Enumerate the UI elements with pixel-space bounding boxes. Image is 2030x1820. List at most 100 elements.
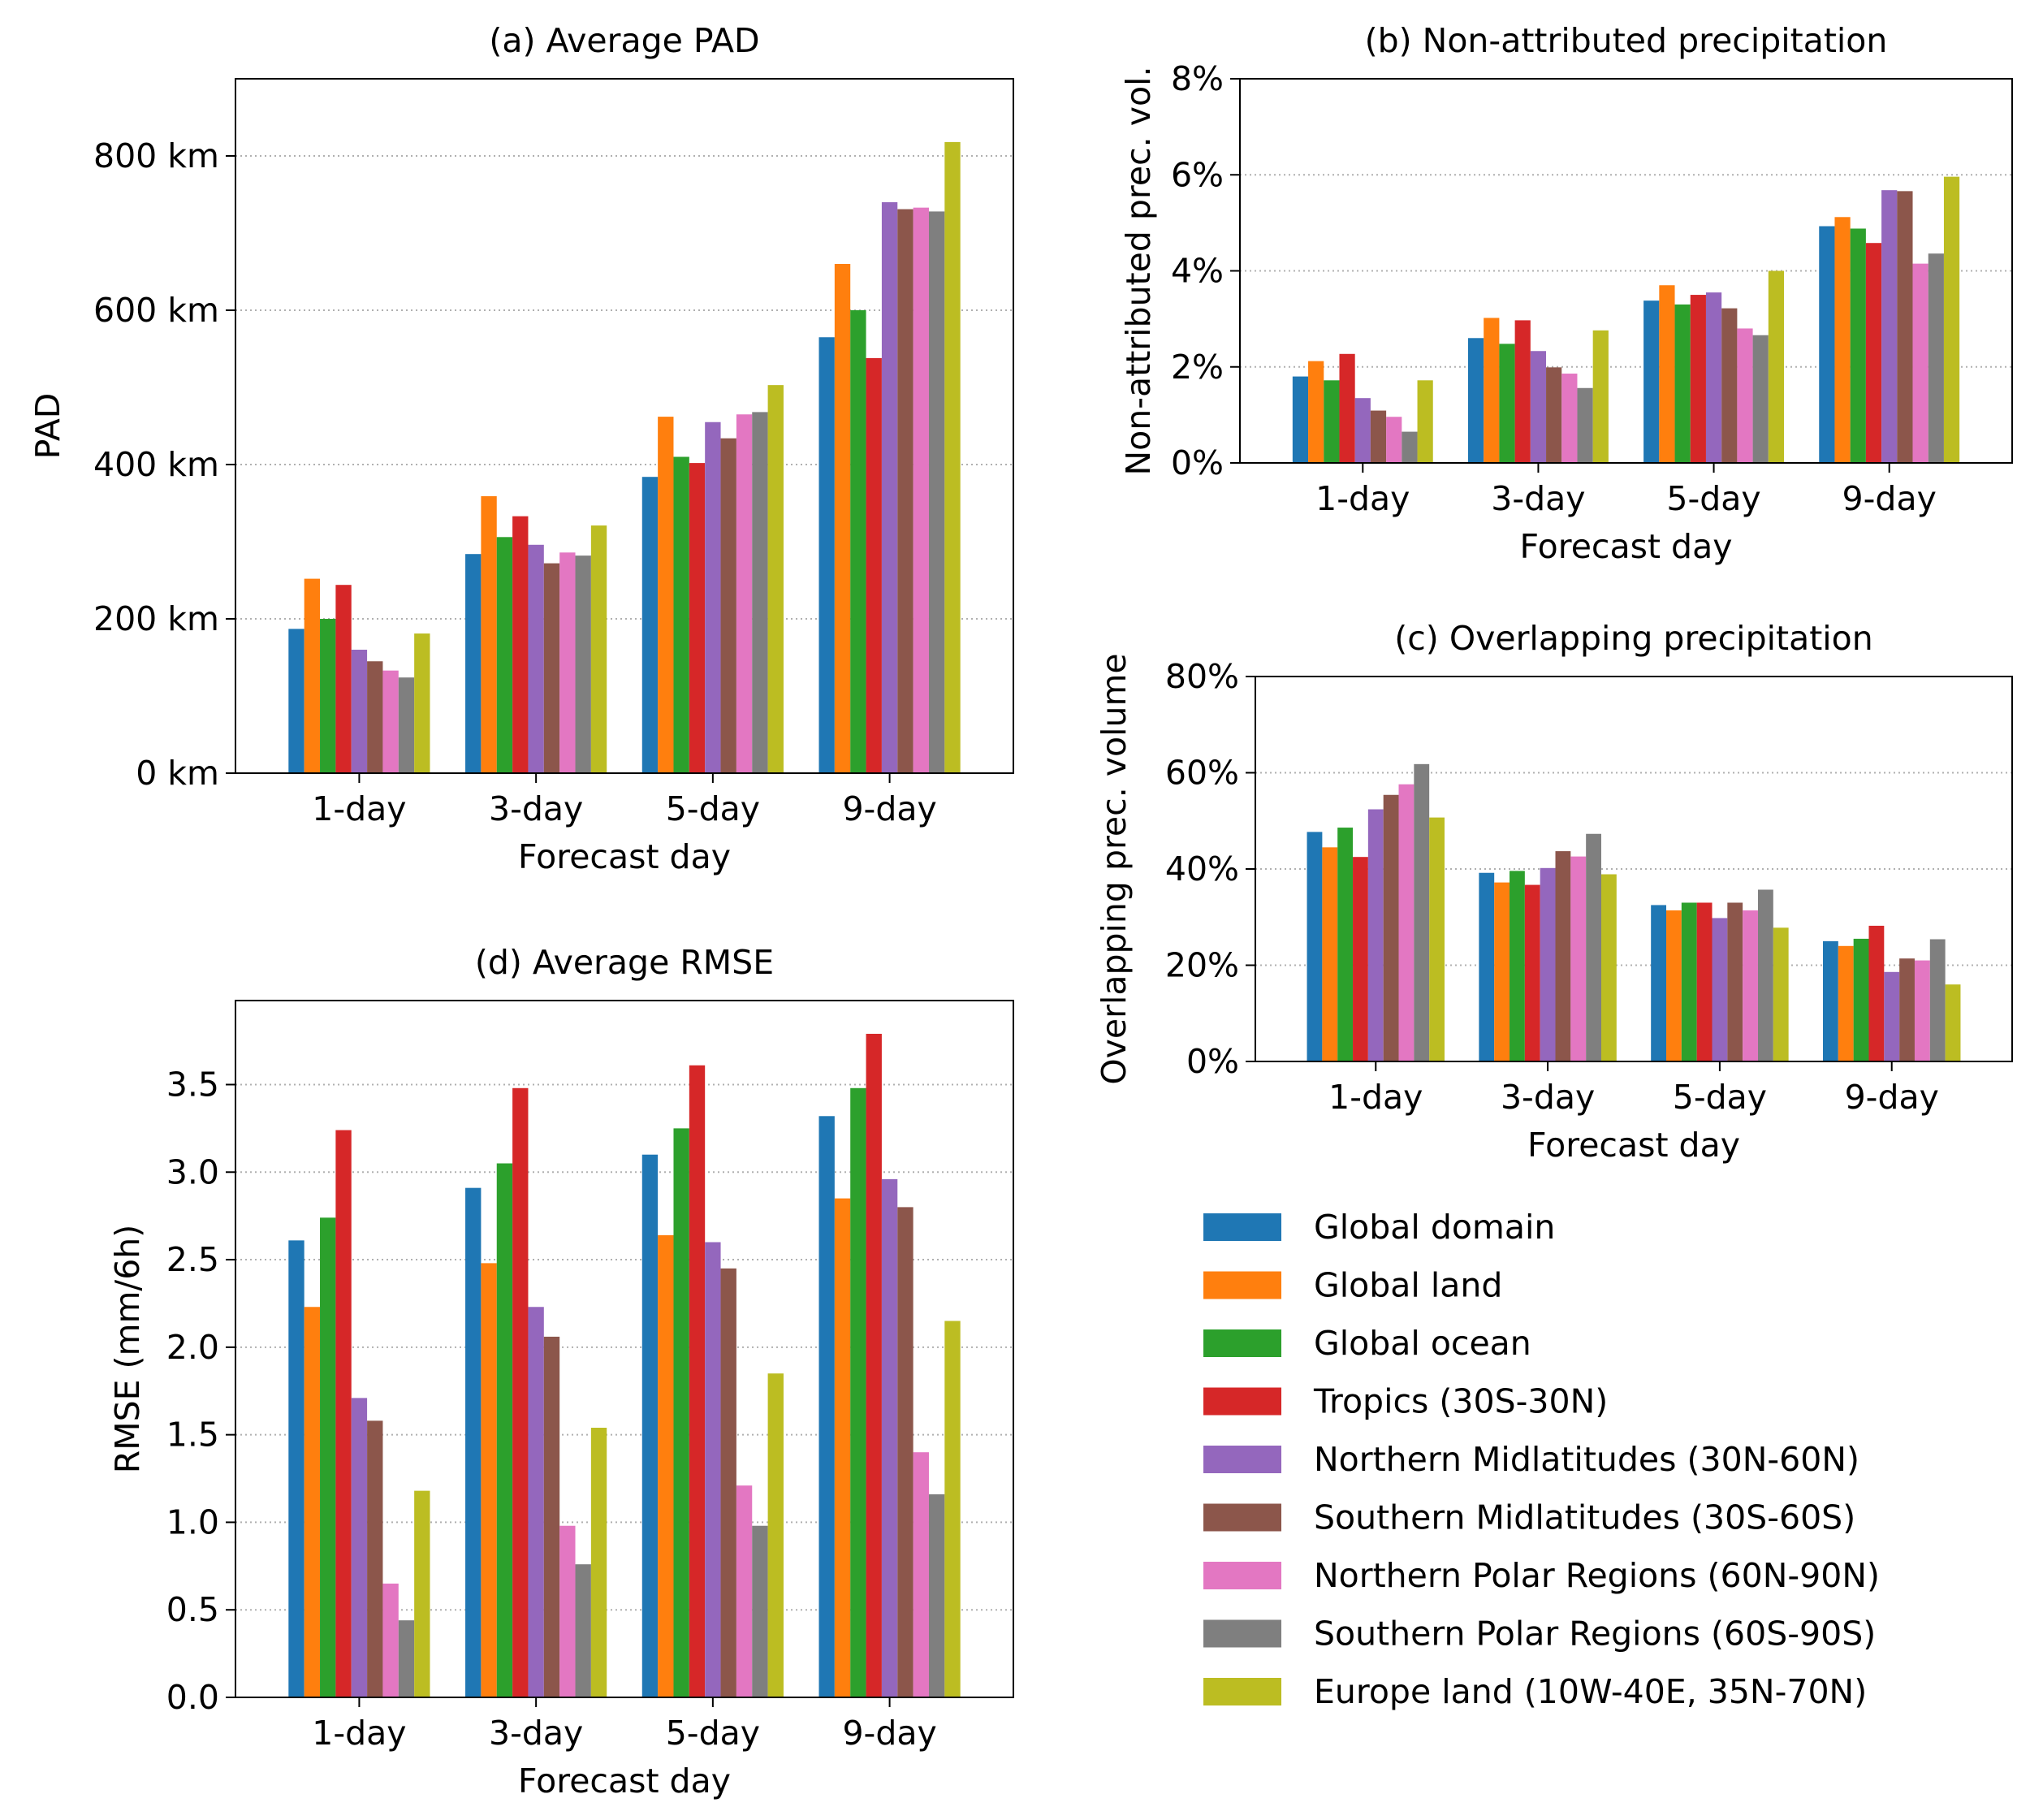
y-tick-label: 0 km bbox=[136, 754, 219, 793]
bar-a-7-3 bbox=[736, 414, 753, 773]
legend-label: Global domain bbox=[1314, 1208, 1555, 1247]
legend-item: Northern Polar Regions (60N-90N) bbox=[1203, 1556, 1880, 1595]
chart-title: (a) Average PAD bbox=[489, 21, 759, 60]
x-tick-label: 5-day bbox=[666, 789, 760, 828]
x-tick-label: 1-day bbox=[312, 789, 406, 828]
bar-d-3-2 bbox=[496, 1163, 513, 1697]
bar-d-9-1 bbox=[414, 1490, 430, 1697]
y-tick-label: 0% bbox=[1171, 443, 1224, 482]
bar-d-4-2 bbox=[512, 1087, 529, 1697]
bar-d-4-4 bbox=[866, 1033, 882, 1697]
bar-d-6-4 bbox=[897, 1207, 914, 1697]
bar-d-3-4 bbox=[850, 1087, 866, 1697]
bar-c-2-3 bbox=[1666, 910, 1682, 1061]
legend-label: Global ocean bbox=[1314, 1324, 1531, 1363]
bar-a-4-4 bbox=[866, 357, 882, 773]
bar-d-8-4 bbox=[928, 1494, 945, 1697]
bar-d-1-3 bbox=[641, 1154, 659, 1697]
bar-c-6-4 bbox=[1899, 958, 1915, 1061]
bar-c-4-2 bbox=[1524, 884, 1540, 1061]
bar-b-8-3 bbox=[1752, 335, 1769, 463]
y-tick-label: 2.5 bbox=[166, 1240, 219, 1279]
bar-b-3-1 bbox=[1324, 380, 1340, 463]
bar-d-4-3 bbox=[689, 1065, 706, 1697]
bar-c-7-1 bbox=[1398, 784, 1415, 1061]
bar-a-5-1 bbox=[351, 650, 368, 773]
legend-swatch bbox=[1203, 1329, 1281, 1357]
bar-a-1-4 bbox=[818, 337, 835, 773]
legend-item: Global domain bbox=[1203, 1208, 1555, 1247]
legend-item: Northern Midlatitudes (30N-60N) bbox=[1203, 1440, 1859, 1479]
y-tick-label: 8% bbox=[1171, 59, 1224, 98]
legend-swatch bbox=[1203, 1562, 1281, 1589]
y-axis-label: PAD bbox=[28, 393, 67, 460]
y-tick-label: 4% bbox=[1171, 252, 1224, 291]
bar-b-4-4 bbox=[1865, 243, 1882, 463]
bar-a-9-1 bbox=[414, 633, 430, 773]
bar-d-2-4 bbox=[834, 1198, 851, 1697]
bar-b-6-4 bbox=[1897, 191, 1913, 464]
bar-d-7-1 bbox=[382, 1583, 399, 1697]
bar-c-8-2 bbox=[1586, 833, 1601, 1061]
bar-d-6-2 bbox=[543, 1336, 560, 1697]
panel-b: 0% 2% 4% 6% 8% 1-day 3-day 5-day 9-day (b) Non-at… bbox=[1119, 21, 2013, 566]
bar-c-2-2 bbox=[1494, 882, 1510, 1061]
x-tick-label: 5-day bbox=[666, 1714, 760, 1753]
legend: Global domain Global land Global ocean Trop… bbox=[1203, 1208, 1880, 1711]
y-tick-label: 0.5 bbox=[166, 1590, 219, 1629]
legend-swatch bbox=[1203, 1387, 1281, 1416]
axes-frame bbox=[235, 78, 1014, 774]
y-tick-label: 600 km bbox=[93, 291, 219, 330]
x-axis-label: Forecast day bbox=[518, 837, 731, 876]
bar-c-5-3 bbox=[1712, 918, 1728, 1061]
bar-a-1-1 bbox=[288, 629, 304, 773]
bar-c-5-2 bbox=[1540, 867, 1556, 1061]
y-tick-label: 400 km bbox=[93, 445, 219, 484]
bar-a-2-1 bbox=[304, 578, 321, 773]
bar-a-8-4 bbox=[928, 211, 945, 773]
bar-c-6-3 bbox=[1727, 902, 1743, 1061]
x-tick-label: 3-day bbox=[1491, 479, 1585, 518]
bar-a-9-2 bbox=[590, 525, 607, 773]
legend-item: Southern Polar Regions (60S-90S) bbox=[1203, 1615, 1876, 1654]
bar-a-2-4 bbox=[834, 264, 851, 773]
bar-b-7-1 bbox=[1386, 417, 1402, 463]
panel-d: 0.0 0.5 1.0 1.5 2.0 2.5 3.0 3.5 1-day 3-day 5-day 9… bbox=[108, 943, 1014, 1801]
bar-c-7-4 bbox=[1914, 960, 1930, 1061]
x-tick-label: 3-day bbox=[1501, 1078, 1595, 1117]
bar-c-3-2 bbox=[1510, 871, 1525, 1061]
bar-c-2-4 bbox=[1838, 945, 1854, 1061]
legend-label: Northern Polar Regions (60N-90N) bbox=[1314, 1556, 1880, 1595]
bar-c-1-2 bbox=[1479, 872, 1495, 1061]
panel-a: 0 km 200 km 400 km 600 km 800 km 1-day 3-day 5-… bbox=[28, 21, 1014, 876]
bar-c-9-1 bbox=[1429, 817, 1445, 1061]
legend-swatch bbox=[1203, 1213, 1281, 1241]
bar-d-5-2 bbox=[528, 1307, 544, 1697]
legend-swatch bbox=[1203, 1678, 1281, 1705]
bar-c-5-4 bbox=[1884, 971, 1900, 1061]
bar-d-5-3 bbox=[705, 1242, 721, 1697]
legend-item: Global ocean bbox=[1203, 1324, 1531, 1363]
bar-c-1-3 bbox=[1651, 905, 1667, 1061]
bar-b-9-4 bbox=[1943, 176, 1960, 464]
bar-c-8-1 bbox=[1414, 763, 1430, 1061]
chart-title: (c) Overlapping precipitation bbox=[1394, 619, 1872, 658]
x-tick-label: 5-day bbox=[1666, 479, 1760, 518]
y-tick-label: 200 km bbox=[93, 599, 219, 638]
bar-d-3-1 bbox=[320, 1217, 336, 1697]
x-tick-label: 9-day bbox=[1845, 1078, 1939, 1117]
bar-b-9-3 bbox=[1768, 270, 1785, 463]
bar-d-5-1 bbox=[351, 1398, 368, 1697]
bar-d-5-4 bbox=[881, 1178, 898, 1697]
bar-a-4-3 bbox=[689, 463, 706, 773]
x-axis-label: Forecast day bbox=[1527, 1126, 1740, 1165]
bar-a-1-3 bbox=[641, 477, 659, 773]
legend-swatch bbox=[1203, 1503, 1281, 1532]
y-tick-label: 20% bbox=[1165, 946, 1239, 985]
bar-b-1-3 bbox=[1643, 300, 1660, 463]
bar-a-5-3 bbox=[705, 421, 721, 773]
bar-d-7-2 bbox=[559, 1525, 576, 1697]
bar-d-2-1 bbox=[304, 1307, 321, 1697]
legend-label: Southern Midlatitudes (30S-60S) bbox=[1314, 1498, 1855, 1537]
